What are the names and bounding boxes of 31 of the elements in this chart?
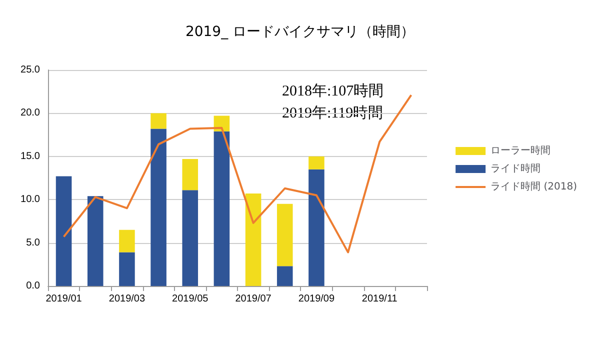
bar [87,196,104,286]
bar [150,113,166,129]
bar [308,169,324,286]
y-tick-label: 0.0 [26,280,40,292]
y-tick-label: 20.0 [20,108,40,119]
legend-label: ローラー時間 [490,144,551,156]
legend-label: ライド時間 (2018) [490,180,578,192]
bar [119,252,135,286]
bar [56,176,72,286]
legend-label: ライド時間 [490,162,541,174]
bar [182,158,198,190]
bar [214,131,230,286]
x-tick-label: 2019/11 [362,294,398,304]
bar [182,190,198,286]
y-tick-label: 15.0 [20,150,40,162]
bar [276,266,293,286]
y-tick-label: 5.0 [26,237,40,248]
x-tick-label: 2019/03 [108,294,146,304]
y-tick-label: 10.0 [20,194,40,206]
x-tick-label: 2019/01 [46,294,82,304]
bar [276,204,293,266]
x-tick-label: 2019/07 [235,294,272,304]
x-tick-label: 2019/09 [298,294,335,304]
y-tick-label: 25.0 [20,64,40,76]
bar [308,156,324,170]
chart-title: 2019_ ロードバイクサマリ（時間） [185,24,415,40]
annotation: 2018年:107時間 [282,82,384,100]
bar [245,194,262,286]
bar [150,128,166,286]
x-tick-label: 2019/05 [172,294,209,304]
bar [119,230,135,252]
